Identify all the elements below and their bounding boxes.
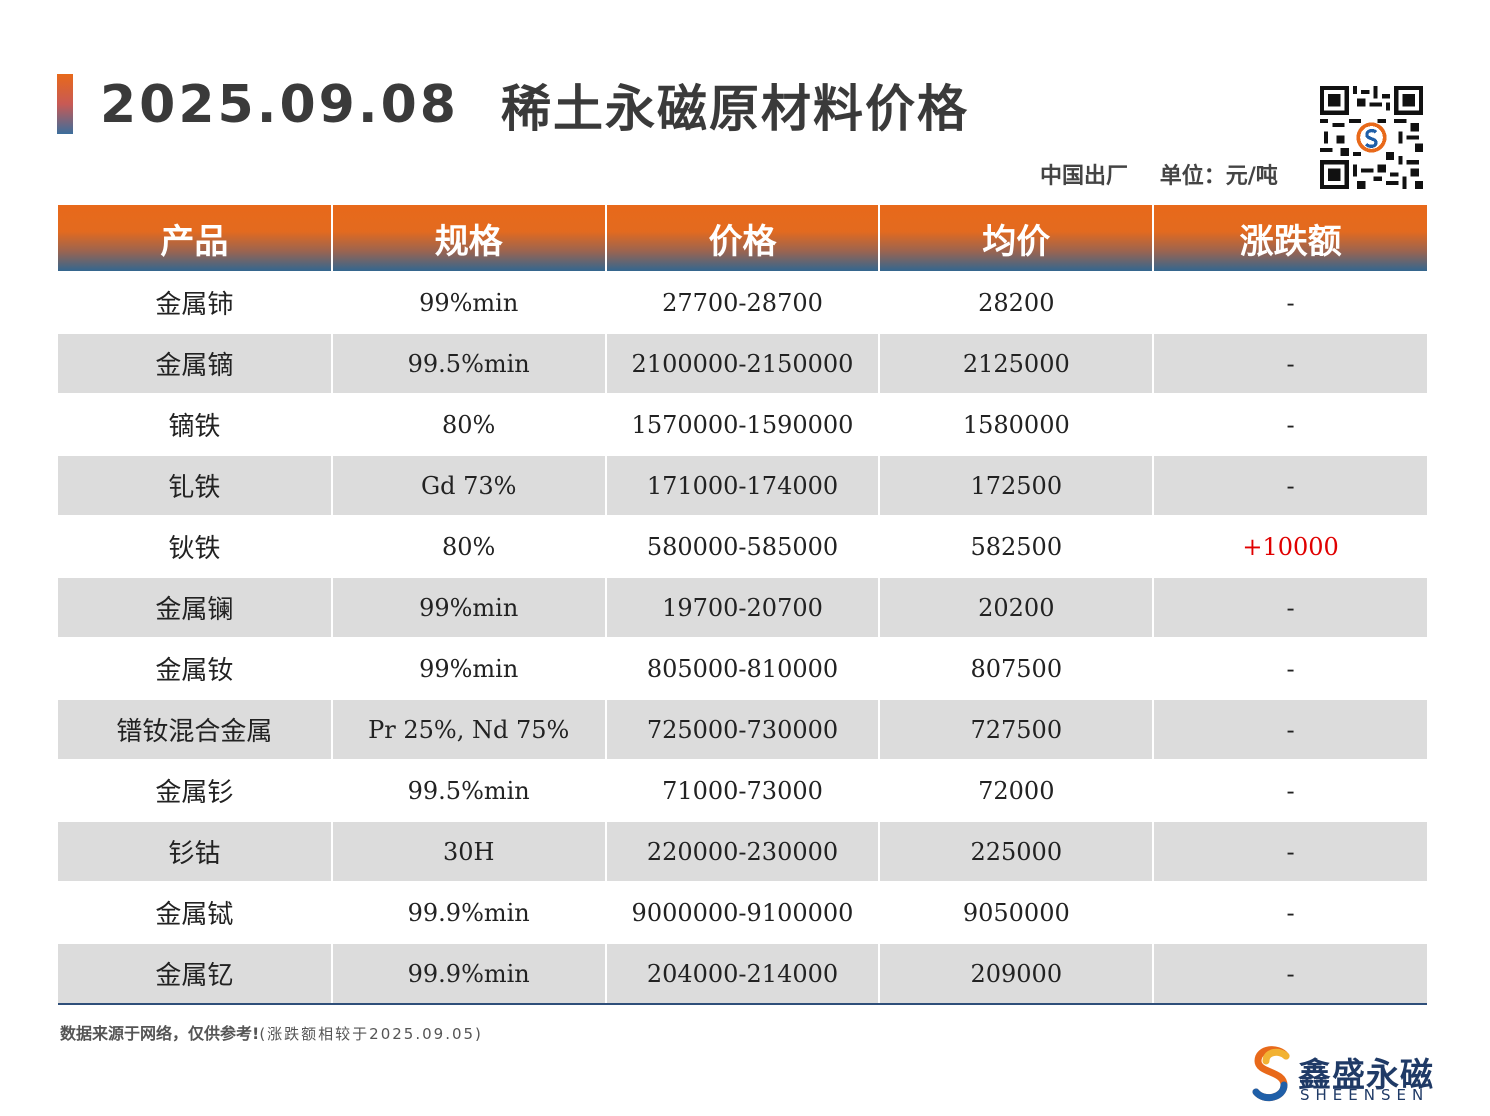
price-cell: 171000-174000 <box>604 454 880 516</box>
spec-cell: 80% <box>330 515 606 577</box>
avg-cell: 727500 <box>878 698 1154 760</box>
table-row: 金属铽 99.9%min 9000000-9100000 9050000 - <box>58 881 1427 943</box>
price-cell: 9000000-9100000 <box>604 881 880 943</box>
report-date: 2025.09.08 <box>100 75 459 135</box>
avg-cell: 20200 <box>878 576 1154 638</box>
compare-note: (涨跌额相较于2025.09.05) <box>259 1025 483 1043</box>
price-cell: 220000-230000 <box>604 820 880 882</box>
avg-cell: 172500 <box>878 454 1154 516</box>
avg-cell: 2125000 <box>878 332 1154 394</box>
product-cell: 金属钕 <box>58 637 332 699</box>
change-cell: - <box>1152 454 1427 516</box>
product-cell: 钆铁 <box>58 454 332 516</box>
brand-name-en: SHEENSEN <box>1300 1086 1430 1104</box>
change-cell: - <box>1152 942 1427 1005</box>
price-cell: 71000-73000 <box>604 759 880 821</box>
table-row: 金属钕 99%min 805000-810000 807500 - <box>58 637 1427 699</box>
source-footnote: 数据来源于网络，仅供参考!(涨跌额相较于2025.09.05) <box>60 1020 483 1044</box>
avg-cell: 807500 <box>878 637 1154 699</box>
avg-cell: 582500 <box>878 515 1154 577</box>
table-header-row: 产品 规格 价格 均价 涨跌额 <box>58 205 1427 272</box>
avg-cell: 209000 <box>878 942 1154 1005</box>
table-row: 金属钇 99.9%min 204000-214000 209000 - <box>58 942 1427 1005</box>
change-cell: - <box>1152 332 1427 394</box>
col-header-product: 产品 <box>58 205 332 272</box>
spec-cell: 99%min <box>330 576 606 638</box>
change-cell: - <box>1152 881 1427 943</box>
change-cell: - <box>1152 637 1427 699</box>
spec-cell: 80% <box>330 393 606 455</box>
change-cell: - <box>1152 820 1427 882</box>
spec-cell: 99.5%min <box>330 332 606 394</box>
spec-cell: 99.9%min <box>330 881 606 943</box>
product-cell: 镨钕混合金属 <box>58 698 332 760</box>
unit-label: 单位：元/吨 <box>1159 164 1278 189</box>
spec-cell: 99%min <box>330 271 606 333</box>
table-row: 钐钴 30H 220000-230000 225000 - <box>58 820 1427 882</box>
spec-cell: Pr 25%, Nd 75% <box>330 698 606 760</box>
spec-cell: 99.9%min <box>330 942 606 1005</box>
brand-name-cn: 鑫盛永磁 <box>1298 1055 1434 1094</box>
col-header-price: 价格 <box>604 205 880 272</box>
change-cell: - <box>1152 393 1427 455</box>
change-cell: - <box>1152 698 1427 760</box>
change-cell: - <box>1152 271 1427 333</box>
product-cell: 金属钇 <box>58 942 332 1005</box>
price-cell: 2100000-2150000 <box>604 332 880 394</box>
price-table: 产品 规格 价格 均价 涨跌额 金属铈 99%min 27700-28700 2… <box>58 205 1427 1005</box>
price-cell: 805000-810000 <box>604 637 880 699</box>
change-cell: - <box>1152 759 1427 821</box>
spec-cell: 99%min <box>330 637 606 699</box>
report-subject: 稀土永磁原材料价格 <box>500 80 969 138</box>
table-row: 钆铁 Gd 73% 171000-174000 172500 - <box>58 454 1427 516</box>
change-cell: - <box>1152 576 1427 638</box>
product-cell: 钐钴 <box>58 820 332 882</box>
spec-cell: 30H <box>330 820 606 882</box>
product-cell: 金属铈 <box>58 271 332 333</box>
brand-logo: 鑫盛永磁 SHEENSEN <box>1250 1042 1434 1108</box>
avg-cell: 225000 <box>878 820 1154 882</box>
page-title: 2025.09.08 稀土永磁原材料价格 <box>100 70 969 140</box>
product-cell: 金属钐 <box>58 759 332 821</box>
avg-cell: 9050000 <box>878 881 1154 943</box>
table-row: 金属镧 99%min 19700-20700 20200 - <box>58 576 1427 638</box>
col-header-change: 涨跌额 <box>1152 205 1427 272</box>
price-cell: 580000-585000 <box>604 515 880 577</box>
price-cell: 204000-214000 <box>604 942 880 1005</box>
source-note: 数据来源于网络，仅供参考! <box>60 1024 260 1043</box>
col-header-avg: 均价 <box>878 205 1154 272</box>
price-meta: 中国出厂 单位：元/吨 <box>1040 158 1278 190</box>
spec-cell: Gd 73% <box>330 454 606 516</box>
avg-cell: 72000 <box>878 759 1154 821</box>
product-cell: 钬铁 <box>58 515 332 577</box>
price-cell: 1570000-1590000 <box>604 393 880 455</box>
brand-s-icon <box>1252 1046 1290 1102</box>
price-cell: 27700-28700 <box>604 271 880 333</box>
product-cell: 镝铁 <box>58 393 332 455</box>
price-cell: 19700-20700 <box>604 576 880 638</box>
table-row: 镝铁 80% 1570000-1590000 1580000 - <box>58 393 1427 455</box>
table-row: 金属镝 99.5%min 2100000-2150000 2125000 - <box>58 332 1427 394</box>
table-row: 镨钕混合金属 Pr 25%, Nd 75% 725000-730000 7275… <box>58 698 1427 760</box>
table-row: 金属钐 99.5%min 71000-73000 72000 - <box>58 759 1427 821</box>
spec-cell: 99.5%min <box>330 759 606 821</box>
price-cell: 725000-730000 <box>604 698 880 760</box>
col-header-spec: 规格 <box>330 205 606 272</box>
product-cell: 金属铽 <box>58 881 332 943</box>
table-row: 钬铁 80% 580000-585000 582500 +10000 <box>58 515 1427 577</box>
avg-cell: 1580000 <box>878 393 1154 455</box>
qr-code-icon <box>1320 86 1423 189</box>
origin-label: 中国出厂 <box>1040 164 1129 189</box>
title-accent-bar <box>57 74 73 134</box>
product-cell: 金属镝 <box>58 332 332 394</box>
change-cell-up: +10000 <box>1152 515 1427 577</box>
avg-cell: 28200 <box>878 271 1154 333</box>
product-cell: 金属镧 <box>58 576 332 638</box>
table-row: 金属铈 99%min 27700-28700 28200 - <box>58 271 1427 333</box>
